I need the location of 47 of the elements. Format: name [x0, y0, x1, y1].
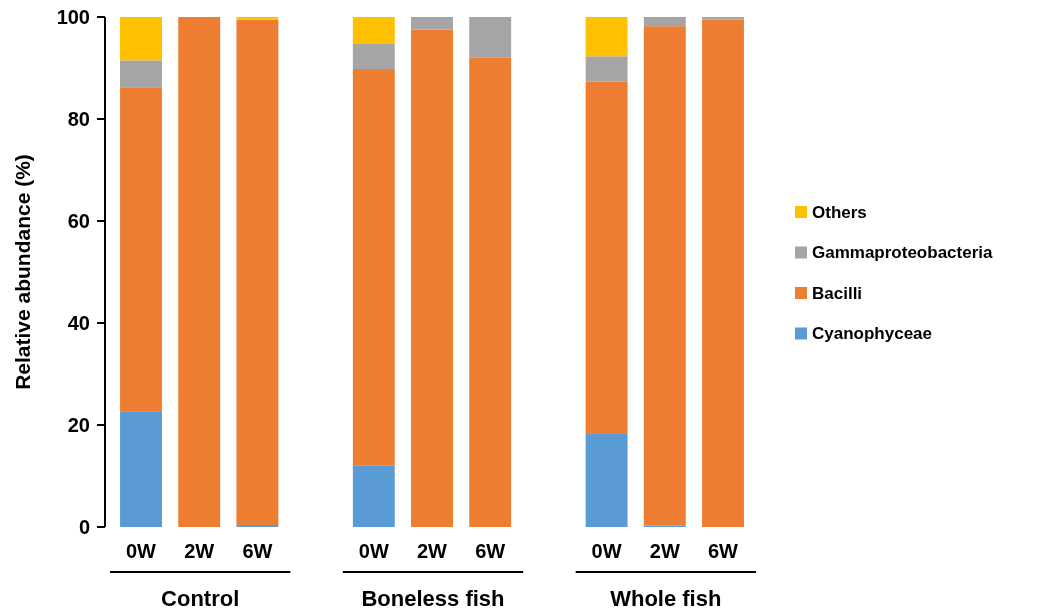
bar [120, 17, 162, 61]
x-tick-label: 6W [242, 540, 273, 562]
legend-label: Bacilli [812, 283, 863, 303]
x-tick-label: 2W [417, 540, 448, 562]
legend-label: Gammaproteobacteria [812, 243, 993, 263]
bar [236, 17, 279, 20]
bar [411, 17, 453, 30]
bar [120, 87, 162, 412]
x-tick-label: 0W [126, 540, 157, 562]
x-tick-label: 6W [475, 540, 506, 562]
bar [236, 524, 279, 527]
bar [178, 17, 221, 527]
bar [120, 60, 162, 88]
bar [352, 465, 395, 527]
bar [236, 19, 279, 525]
bar [585, 433, 628, 527]
text: Control [161, 586, 240, 611]
bar [643, 17, 686, 27]
bar [585, 56, 628, 82]
bar [352, 17, 395, 45]
x-tick-label: 2W [184, 540, 215, 562]
bar [469, 17, 512, 58]
bar [643, 26, 686, 526]
bar [702, 17, 744, 20]
bar [469, 57, 512, 527]
y-axis-title: Relative abundance (%) [11, 154, 34, 390]
y-tick-label: 100 [56, 6, 90, 28]
text: Whole fish [610, 586, 722, 611]
x-tick-label: 0W [591, 540, 622, 562]
legend-label: Cyanophyceae [812, 324, 932, 344]
bar [585, 81, 628, 434]
y-tick-label: 40 [67, 312, 90, 334]
x-tick-label: 2W [649, 540, 680, 562]
bar [120, 411, 162, 527]
y-tick-label: 20 [67, 414, 90, 436]
bar [352, 69, 395, 466]
bar [585, 17, 628, 57]
bar [411, 29, 453, 527]
bar [702, 19, 744, 527]
bar [352, 44, 395, 70]
y-tick-label: 0 [78, 516, 90, 538]
text: Boneless fish [361, 586, 505, 611]
legend-label: Others [812, 202, 867, 222]
y-tick-label: 80 [67, 108, 90, 130]
y-tick-label: 60 [67, 210, 90, 232]
x-tick-label: 6W [708, 540, 739, 562]
x-tick-label: 0W [358, 540, 389, 562]
